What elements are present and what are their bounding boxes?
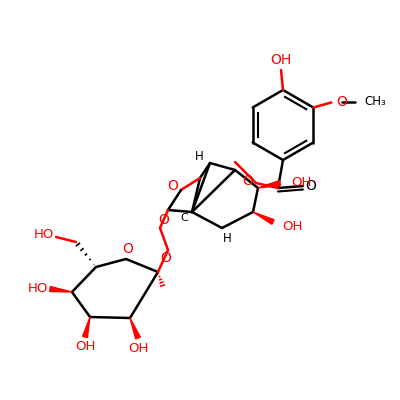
Text: O: O: [122, 242, 134, 256]
Text: O: O: [158, 213, 170, 227]
Text: O: O: [160, 251, 172, 265]
Text: CH₃: CH₃: [364, 95, 386, 108]
Text: HO: HO: [28, 282, 48, 294]
Text: O: O: [306, 179, 316, 193]
Text: HO: HO: [34, 228, 54, 240]
Polygon shape: [130, 318, 140, 339]
Text: H: H: [223, 232, 231, 244]
Text: OH: OH: [291, 176, 311, 188]
Polygon shape: [82, 317, 90, 338]
Text: O: O: [242, 174, 254, 188]
Text: C: C: [180, 213, 188, 223]
Polygon shape: [253, 212, 274, 224]
Text: OH: OH: [128, 342, 148, 354]
Polygon shape: [258, 180, 280, 188]
Text: OH: OH: [270, 53, 292, 67]
Text: H: H: [195, 150, 203, 164]
Text: O: O: [336, 94, 347, 108]
Text: O: O: [168, 179, 178, 193]
Text: OH: OH: [75, 340, 95, 354]
Text: OH: OH: [282, 220, 302, 232]
Polygon shape: [50, 286, 72, 292]
